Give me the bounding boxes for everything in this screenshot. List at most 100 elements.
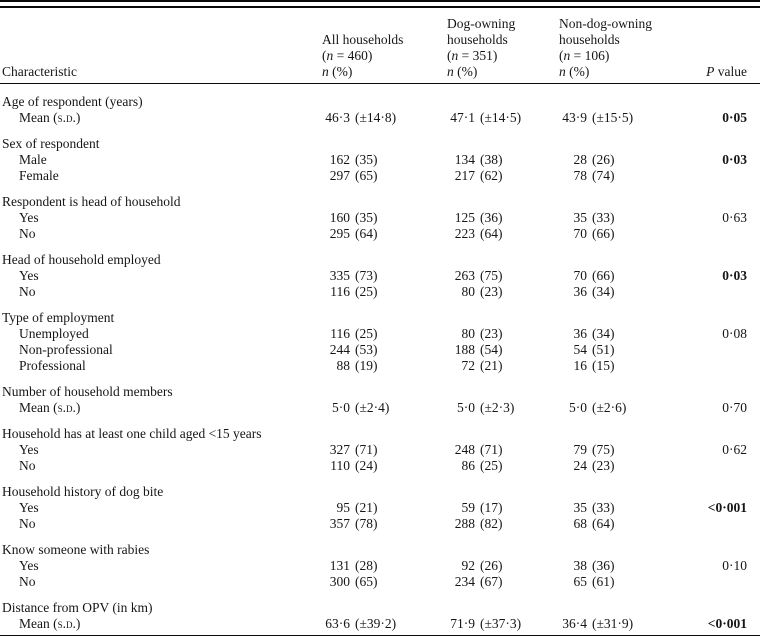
cell-p-value: <0·001 [707,499,747,515]
count-value: 54 [573,341,588,357]
percent-value: (82) [480,515,503,531]
section-header: Age of respondent (years) [2,93,143,109]
sample-size-value: 106 [584,47,605,63]
count-value: 43·9 [562,109,587,125]
count-value: 16 [573,357,588,373]
cell-non-dog-owning: 54 (51) [559,342,690,358]
count-value: 35 [573,499,588,515]
percent-value: (25) [480,457,503,473]
cell-dog-owning: 72 (21) [447,358,559,374]
percent-value: (64) [355,225,378,241]
row-label: No [19,283,36,299]
cell-p-value [690,574,760,590]
count-value: 72 [461,357,476,373]
row-label: Unemployed [19,325,89,341]
count-value: 65 [573,573,588,589]
section-header: Sex of respondent [2,135,100,151]
percent-value: (73) [355,267,378,283]
cell-dog-owning: 288 (82) [447,516,559,532]
cell-dog-owning: 92 (26) [447,558,559,574]
section-row: Age of respondent (years) [0,83,760,110]
section-row: Number of household members [0,374,760,400]
percent-value: (±31·9) [592,615,634,631]
count-value: 95 [336,499,351,515]
count-value: 335 [329,267,350,283]
percent-value: (±2·4) [355,399,390,415]
cell-all-households: 88 (19) [322,358,447,374]
count-value: 46·3 [325,109,350,125]
cell-p-value [690,342,760,358]
p-value-col-header: P value [690,8,760,84]
count-value: 86 [461,457,476,473]
count-value: 47·1 [450,109,475,125]
percent-value: (±2·3) [480,399,515,415]
percent-value: (51) [592,341,615,357]
col-sample-size: (n = 460) [322,47,373,63]
cell-p-value: 0·03 [722,151,747,167]
p-symbol: P [706,63,715,79]
count-value: 68 [573,515,588,531]
count-value: 244 [329,341,350,357]
section-row: Know someone with rabies [0,532,760,558]
count-value: 35 [573,209,588,225]
count-value: 5·0 [457,399,475,415]
col-header-non-dog-owning: Non-dog-owning households (n = 106) n (%… [559,8,690,84]
percent-value: (25) [355,325,378,341]
count-value: 36 [573,325,588,341]
count-value: 92 [461,557,476,573]
row-label: Yes [19,499,39,515]
count-value: 59 [461,499,476,515]
cell-dog-owning: 234 (67) [447,574,559,590]
section-header: Household history of dog bite [2,483,164,499]
cell-p-value [690,458,760,474]
section-header: Distance from OPV (in km) [2,599,153,615]
cell-all-households: 300 (65) [322,574,447,590]
count-value: 188 [454,341,475,357]
table-row: No 357 (78) 288 (82) 68 (64) [0,516,760,532]
table-row: No 110 (24) 86 (25) 24 (23) [0,458,760,474]
table-row: Yes 95 (21) 59 (17) 35 (33) <0·001 [0,500,760,516]
row-label: Yes [19,209,39,225]
section-row: Head of household employed [0,242,760,268]
cell-p-value: 0·03 [722,267,747,283]
percent-value: (25) [355,283,378,299]
section-header: Head of household employed [2,251,161,267]
row-label: Non-professional [19,341,113,357]
count-value: 300 [329,573,350,589]
cell-all-households: 5·0 (±2·4) [322,400,447,416]
count-value: 79 [573,441,588,457]
percent-value: (35) [355,209,378,225]
cell-p-value [690,358,760,374]
section-row: Household has at least one child aged <1… [0,416,760,442]
col-sample-size: (n = 351) [447,47,498,63]
percent-value: (±39·2) [355,615,397,631]
percent-value: (±14·8) [355,109,397,125]
percent-value: (19) [355,357,378,373]
percent-value: (21) [355,499,378,515]
row-label: Mean (s.d.) [19,109,81,125]
count-value: 223 [454,225,475,241]
percent-value: (66) [592,267,615,283]
col-unit: n (%) [559,63,590,79]
row-label: Professional [19,357,86,373]
cell-all-households: 357 (78) [322,516,447,532]
cell-dog-owning: 59 (17) [447,500,559,516]
row-label: No [19,457,36,473]
row-label: No [19,225,36,241]
row-label: Yes [19,557,39,573]
percent-value: (34) [592,325,615,341]
sample-size-value: 460 [347,47,368,63]
cell-dog-owning: 248 (71) [447,442,559,458]
percent-value: (62) [480,167,503,183]
count-value: 36 [573,283,588,299]
count-value: 327 [329,441,350,457]
characteristic-col-header: Characteristic [0,8,322,84]
n-symbol: n [447,63,454,79]
section-header: Household has at least one child aged <1… [2,425,262,441]
percent-value: (75) [480,267,503,283]
percent-value: (71) [355,441,378,457]
count-value: 263 [454,267,475,283]
cell-dog-owning: 47·1 (±14·5) [447,110,559,126]
cell-p-value [690,168,760,184]
count-value: 70 [573,267,588,283]
